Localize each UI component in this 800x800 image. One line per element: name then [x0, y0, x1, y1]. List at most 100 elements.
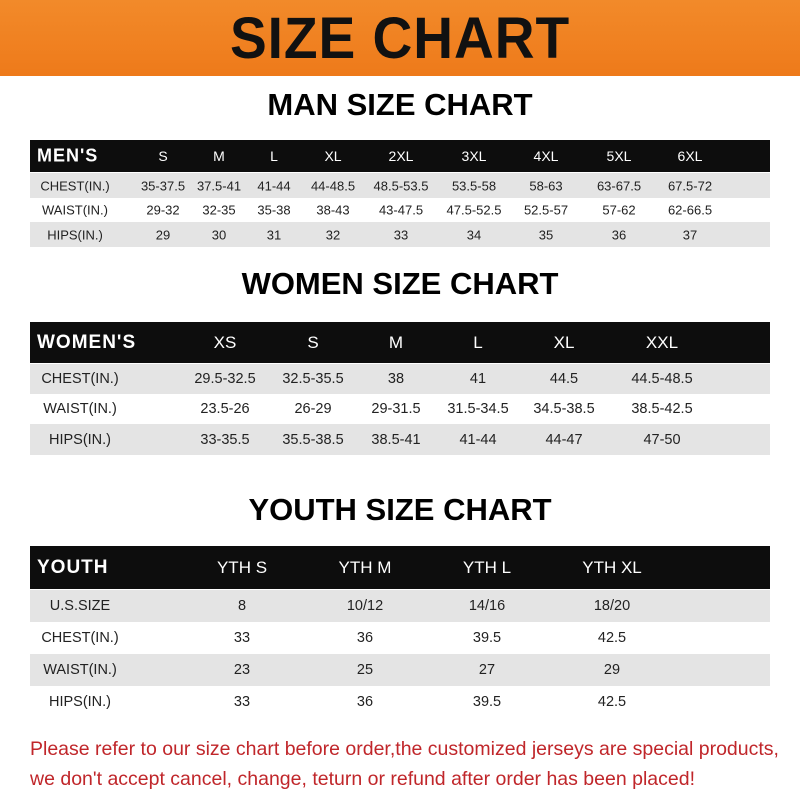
- header-row: WOMEN'S XS S M L XL XXL: [30, 322, 770, 363]
- table-cell: 43-47.5: [378, 202, 424, 218]
- table-cell: 29-31.5: [371, 401, 421, 417]
- notice-line: we don't accept cancel, change, teturn o…: [30, 768, 695, 790]
- table-cell: 53.5-58: [451, 178, 497, 193]
- table-cell: 26-29: [294, 401, 332, 417]
- row-label: WAIST(IN.): [43, 401, 117, 417]
- size-header: S: [307, 332, 319, 352]
- size-header: YTH L: [462, 557, 512, 577]
- table-cell: 32.5-35.5: [282, 371, 344, 387]
- table-cell: 58-63: [529, 178, 563, 193]
- table-cell: 63-67.5: [596, 178, 642, 193]
- size-header: YTH M: [338, 557, 392, 577]
- table-cell: 38-43: [316, 202, 350, 218]
- row-label: CHEST(IN.): [41, 371, 119, 387]
- table-cell: 67.5-72: [667, 178, 713, 193]
- table-corner-label: WOMEN'S: [37, 331, 137, 353]
- header-row: YOUTH YTH S YTH M YTH L YTH XL: [30, 546, 770, 589]
- banner: SIZE CHART: [0, 0, 800, 76]
- table-cell: 35: [538, 227, 554, 242]
- table-cell: 35.5-38.5: [282, 431, 344, 448]
- table-cell: 41: [469, 371, 487, 387]
- table-row: WAIST(IN.) 23.5-26 26-29 29-31.5 31.5-34.5 34…: [30, 394, 770, 424]
- table-row: CHEST(IN.) 35-37.5 37.5-41 41-44 44-48.5 48.5…: [30, 173, 770, 198]
- row-label: U.S.SIZE: [49, 598, 111, 614]
- table-row: WAIST(IN.) 29-32 32-35 35-38 38-43 43-47.5 47.…: [30, 198, 770, 222]
- table-cell: 37.5-41: [196, 178, 242, 193]
- table-cell: 33-35.5: [200, 431, 250, 448]
- table-cell: 29-32: [146, 202, 180, 218]
- table-cell: 41-44: [459, 431, 497, 448]
- table-cell: 39.5: [472, 694, 502, 710]
- size-header: M: [388, 332, 404, 352]
- size-header: 3XL: [461, 148, 487, 164]
- size-header: 5XL: [606, 148, 632, 164]
- table-cell: 34: [466, 227, 482, 242]
- table-cell: 23.5-26: [200, 401, 250, 417]
- row-label: WAIST(IN.): [43, 662, 117, 678]
- table-cell: 44-47: [545, 431, 583, 448]
- table-cell: 14/16: [468, 598, 506, 614]
- table-cell: 44-48.5: [310, 178, 356, 193]
- table-cell: 33: [393, 227, 409, 242]
- table-cell: 18/20: [593, 598, 631, 614]
- size-header: 2XL: [388, 148, 414, 164]
- size-header: XXL: [645, 332, 679, 352]
- table-cell: 39.5: [472, 630, 502, 646]
- table-cell: 10/12: [346, 598, 384, 614]
- table-cell: 37: [682, 227, 698, 242]
- row-label: CHEST(IN.): [40, 178, 110, 193]
- men-title: MAN SIZE CHART: [267, 87, 533, 122]
- table-cell: 29: [603, 662, 621, 678]
- row-label: HIPS(IN.): [47, 227, 103, 242]
- table-corner-label: MEN'S: [37, 145, 99, 166]
- size-header: XS: [213, 332, 237, 352]
- table-row: U.S.SIZE 8 10/12 14/16 18/20: [30, 590, 770, 622]
- table-cell: 48.5-53.5: [373, 178, 429, 193]
- size-header: XL: [324, 148, 342, 164]
- table-row: CHEST(IN.) 33 36 39.5 42.5: [30, 622, 770, 654]
- table-cell: 42.5: [597, 630, 627, 646]
- table-cell: 35-38: [257, 202, 291, 218]
- women-title: WOMEN SIZE CHART: [241, 266, 559, 301]
- table-cell: 62-66.5: [667, 202, 713, 218]
- table-cell: 35-37.5: [140, 178, 186, 193]
- banner-title: SIZE CHART: [229, 5, 571, 71]
- size-header: YTH S: [216, 557, 268, 577]
- table-row: HIPS(IN.) 29 30 31 32 33 34 35 36 37: [30, 222, 770, 247]
- notice: Please refer to our size chart before or…: [30, 734, 790, 794]
- header-row: MEN'S S M L XL 2XL 3XL 4XL 5XL 6XL: [30, 140, 770, 172]
- size-header: L: [473, 332, 483, 352]
- size-header: L: [270, 148, 278, 164]
- table-cell: 52.5-57: [523, 202, 569, 218]
- table-cell: 25: [356, 662, 374, 678]
- size-header: YTH XL: [582, 557, 642, 577]
- size-header: 4XL: [533, 148, 559, 164]
- size-header: 6XL: [677, 148, 703, 164]
- table-cell: 30: [211, 227, 227, 242]
- table-cell: 36: [356, 694, 374, 710]
- table-cell: 36: [611, 227, 627, 242]
- row-label: HIPS(IN.): [48, 694, 112, 710]
- table-cell: 44.5: [549, 371, 579, 387]
- size-header: S: [158, 148, 168, 164]
- table-corner-label: YOUTH: [37, 556, 109, 578]
- table-row: CHEST(IN.) 29.5-32.5 32.5-35.5 38 41 44.5 44.5…: [30, 364, 770, 394]
- row-label: WAIST(IN.): [42, 202, 108, 218]
- table-cell: 23: [233, 662, 251, 678]
- table-cell: 36: [356, 630, 374, 646]
- table-cell: 33: [233, 694, 251, 710]
- table-cell: 29.5-32.5: [194, 371, 256, 387]
- table-cell: 44.5-48.5: [631, 371, 693, 387]
- size-header: M: [213, 148, 225, 164]
- table-row: HIPS(IN.) 33-35.5 35.5-38.5 38.5-41 41-44 44-…: [30, 424, 770, 455]
- row-label: CHEST(IN.): [41, 630, 119, 646]
- row-label: HIPS(IN.): [48, 431, 112, 448]
- table-cell: 31.5-34.5: [447, 401, 509, 417]
- table-row: HIPS(IN.) 33 36 39.5 42.5: [30, 686, 770, 718]
- table-cell: 31: [266, 227, 282, 242]
- table-cell: 38.5-41: [371, 431, 421, 448]
- table-cell: 47.5-52.5: [446, 202, 502, 218]
- table-cell: 38: [387, 371, 405, 387]
- table-cell: 29: [155, 227, 171, 242]
- size-header: XL: [553, 332, 575, 352]
